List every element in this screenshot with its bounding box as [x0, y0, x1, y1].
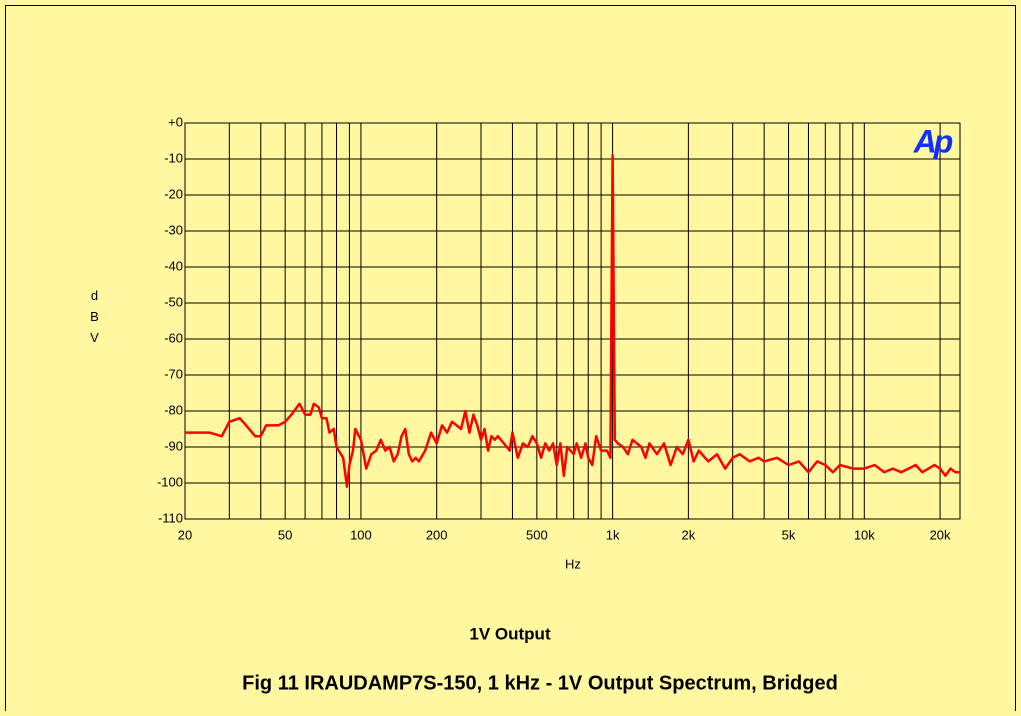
- series-line: [185, 154, 960, 488]
- y-tick-label: -90: [164, 438, 183, 453]
- y-tick-label: -40: [164, 258, 183, 273]
- x-tick-label: 2k: [682, 527, 696, 542]
- x-tick-label: 200: [426, 527, 448, 542]
- y-label-box: dBV: [88, 288, 102, 351]
- x-tick-label: 5k: [782, 527, 796, 542]
- x-tick-label: 1k: [606, 527, 620, 542]
- x-tick-label: 10k: [854, 527, 875, 542]
- y-axis-label: dBV: [88, 288, 102, 351]
- logo: Ap: [913, 123, 953, 159]
- plot-border: [184, 122, 961, 520]
- y-tick-label: -20: [164, 186, 183, 201]
- chart-title: 1V Output: [469, 624, 551, 643]
- x-tick-label: 500: [526, 527, 548, 542]
- x-tick-label: 100: [350, 527, 372, 542]
- y-tick-label: -10: [164, 150, 183, 165]
- frame: [5, 5, 1016, 711]
- x-tick-label: 20: [178, 527, 192, 542]
- y-tick-label: -30: [164, 222, 183, 237]
- y-tick-label: -80: [164, 402, 183, 417]
- y-tick-label: -110: [158, 510, 183, 525]
- x-axis-label: Hz: [565, 556, 581, 571]
- x-tick-label: 50: [278, 527, 292, 542]
- y-tick-label: -70: [164, 366, 183, 381]
- y-tick-label: -60: [164, 330, 183, 345]
- x-tick-label: 20k: [930, 527, 951, 542]
- caption: Fig 11 IRAUDAMP7S-150, 1 kHz - 1V Output…: [242, 672, 838, 694]
- y-tick-label: -50: [164, 294, 183, 309]
- y-tick-label: -100: [157, 474, 183, 489]
- y-tick-label: +0: [168, 114, 183, 129]
